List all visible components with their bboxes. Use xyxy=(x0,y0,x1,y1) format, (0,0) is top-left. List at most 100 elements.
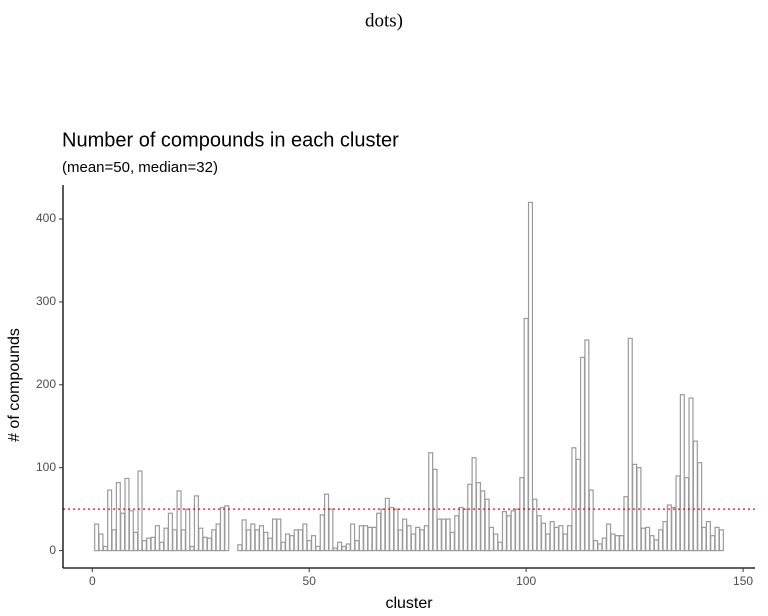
bar xyxy=(697,462,703,552)
bar xyxy=(289,535,295,552)
bar xyxy=(532,498,538,552)
bar xyxy=(380,508,386,552)
bar xyxy=(497,541,503,552)
bar xyxy=(710,535,716,552)
bar xyxy=(271,518,278,552)
bar xyxy=(211,529,217,552)
x-tick-label: 0 xyxy=(89,574,96,588)
bar xyxy=(263,531,269,552)
bar xyxy=(306,540,312,552)
bar xyxy=(94,523,100,552)
bar xyxy=(237,544,243,552)
bar xyxy=(284,533,291,552)
chart-subtitle: (mean=50, median=32) xyxy=(62,159,218,176)
bar xyxy=(432,468,438,552)
bar xyxy=(627,337,633,552)
bar xyxy=(258,525,265,552)
x-tick-label: 150 xyxy=(733,574,753,588)
bar xyxy=(163,527,169,552)
bar xyxy=(714,526,720,552)
bar xyxy=(315,545,321,552)
bar xyxy=(415,526,421,552)
bar xyxy=(436,518,442,552)
bar xyxy=(150,536,156,552)
bar xyxy=(363,525,369,552)
bar xyxy=(358,525,364,552)
bar xyxy=(310,535,317,552)
bar xyxy=(445,518,451,552)
x-tick-label: 100 xyxy=(516,574,536,588)
bar xyxy=(701,526,707,552)
bar xyxy=(267,537,273,552)
bar xyxy=(458,506,464,552)
bar xyxy=(350,523,356,552)
bar xyxy=(189,545,195,552)
bar xyxy=(619,535,625,552)
bar xyxy=(371,526,377,552)
bar xyxy=(354,540,360,552)
bar xyxy=(324,493,330,552)
bar xyxy=(410,533,416,552)
bar xyxy=(111,529,117,552)
bar xyxy=(102,545,108,552)
bar xyxy=(558,525,564,552)
bar xyxy=(241,519,247,552)
bar xyxy=(632,463,638,552)
bar xyxy=(614,535,620,552)
y-tick-label: 300 xyxy=(36,294,56,308)
bar xyxy=(705,520,711,552)
bar xyxy=(367,526,373,552)
caption: dots) xyxy=(365,10,403,31)
bar xyxy=(623,496,629,552)
bar xyxy=(115,482,121,552)
y-tick-label: 400 xyxy=(36,211,56,225)
bar xyxy=(441,518,447,552)
bar xyxy=(601,537,607,552)
bar xyxy=(684,477,690,552)
bar xyxy=(393,508,399,552)
bar xyxy=(133,531,139,552)
y-tick-label: 0 xyxy=(49,543,56,557)
bar xyxy=(467,483,473,552)
bar xyxy=(337,541,343,552)
bar xyxy=(167,512,173,552)
bar xyxy=(514,508,521,552)
bar xyxy=(666,504,672,552)
bar xyxy=(120,512,126,552)
bar xyxy=(280,541,286,552)
bar xyxy=(254,529,260,552)
bar xyxy=(202,536,208,552)
bar xyxy=(675,475,681,552)
bar xyxy=(593,540,599,552)
y-tick-label: 200 xyxy=(36,377,56,391)
bar xyxy=(536,515,542,552)
bar xyxy=(519,477,525,552)
bar xyxy=(302,523,308,552)
bar xyxy=(653,539,659,552)
bar xyxy=(480,490,486,552)
bar xyxy=(475,482,481,552)
bar xyxy=(471,457,477,552)
bar xyxy=(141,540,147,552)
bar xyxy=(553,526,560,552)
bar xyxy=(692,440,698,552)
bar xyxy=(658,529,664,552)
bar xyxy=(250,523,256,552)
bar xyxy=(501,511,508,552)
bar xyxy=(679,394,685,552)
bar xyxy=(671,506,677,552)
bar xyxy=(428,452,434,552)
bar xyxy=(219,506,225,552)
bar xyxy=(549,520,555,552)
bar xyxy=(454,515,460,552)
bar xyxy=(545,533,551,552)
bar xyxy=(389,506,395,552)
bar xyxy=(640,527,646,552)
bar xyxy=(159,541,165,552)
bar xyxy=(610,533,616,552)
bar xyxy=(198,527,204,552)
bar xyxy=(128,510,134,552)
bar xyxy=(276,518,282,552)
y-axis-title: # of compounds xyxy=(6,328,23,442)
